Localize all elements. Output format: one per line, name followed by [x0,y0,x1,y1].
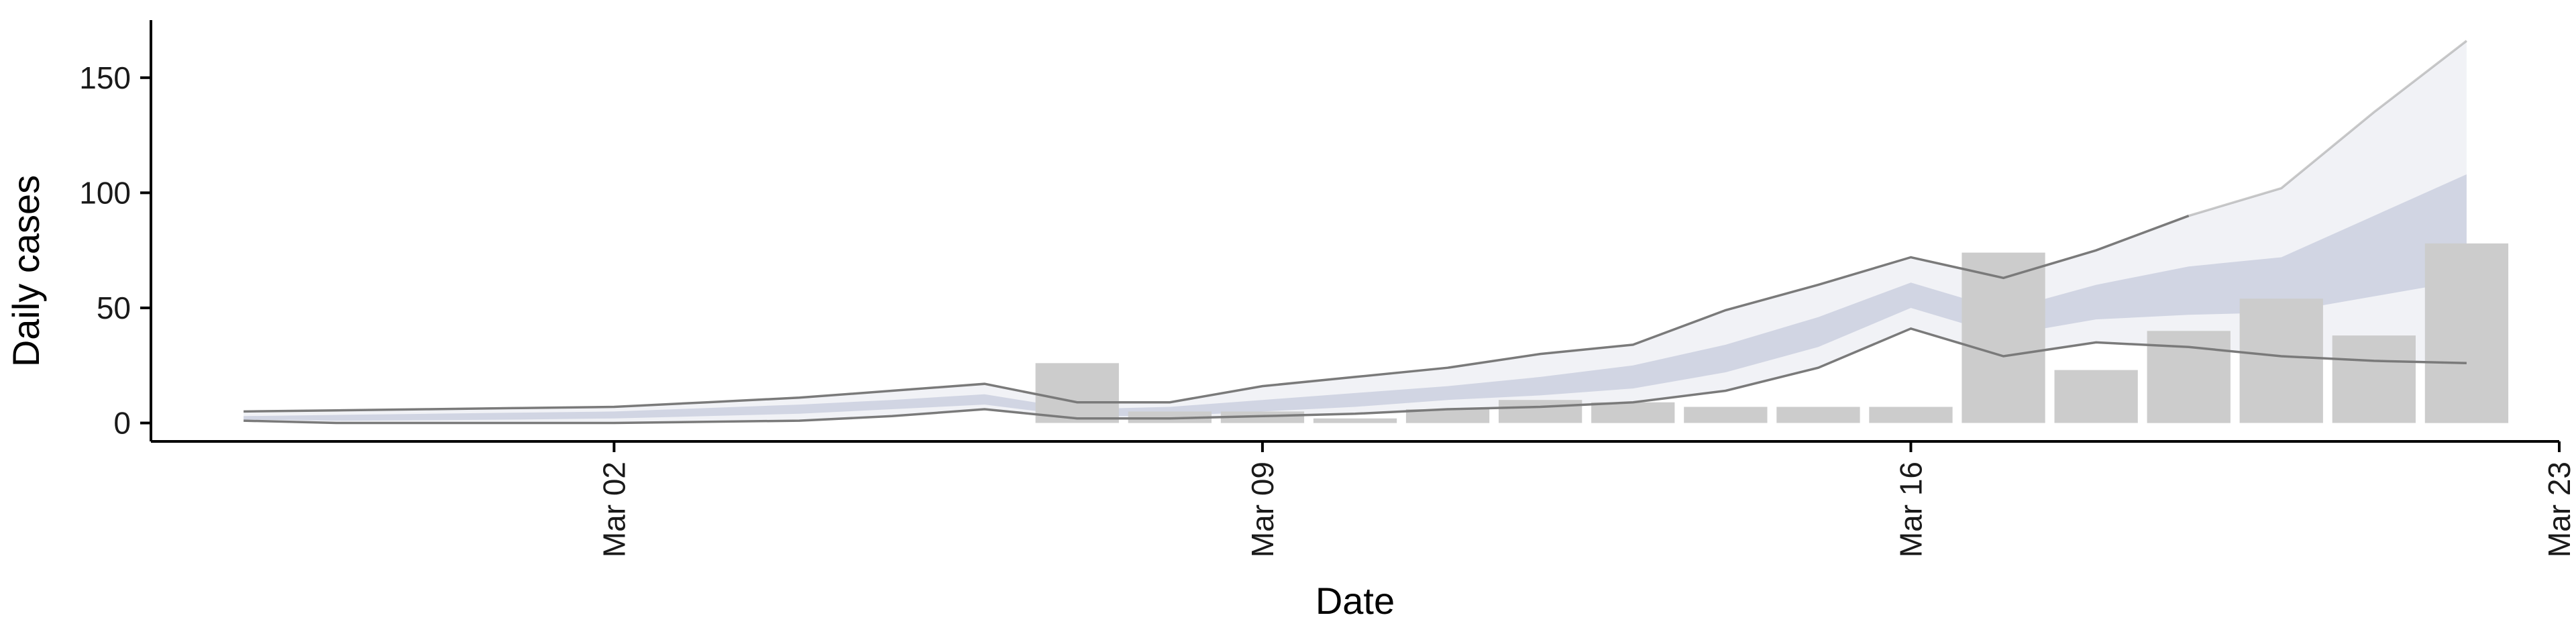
case-bar [1684,407,1768,423]
axes [150,20,2559,443]
outer-interval-band [244,40,2467,423]
case-bar [2332,335,2416,423]
x-tick-label: Mar 02 [596,462,631,557]
y-tick-label: 0 [113,406,131,441]
forecast-bands [244,40,2467,423]
x-axis-title: Date [1316,580,1395,622]
lower-bound-line [244,327,2467,425]
x-tick-label: Mar 09 [1245,462,1280,557]
case-bar [1591,402,1675,423]
case-bar [2054,370,2138,423]
case-bar [1776,407,1860,423]
case-bar [2239,299,2323,423]
forecast-lines [244,40,2467,425]
x-ticks: Mar 02 Mar 09 Mar 16 Mar 23 [596,441,2576,557]
case-bar [1499,400,1582,423]
y-axis-title: Daily cases [5,175,47,367]
upper-bound-line-faded [2188,40,2467,217]
x-tick-label: Mar 16 [1893,462,1928,557]
y-tick-label: 50 [97,290,131,325]
case-bar [1405,409,1490,423]
upper-bound-line [244,215,2190,413]
case-bar [1035,363,1119,423]
y-tick-label: 150 [79,60,131,95]
case-bar [2424,243,2509,423]
y-ticks: 0 50 100 150 [79,60,151,441]
case-bar [1962,252,2045,423]
x-tick-label: Mar 23 [2542,462,2576,557]
case-bar [1313,418,1397,423]
y-tick-label: 100 [79,175,131,210]
case-bar [1869,407,1953,423]
